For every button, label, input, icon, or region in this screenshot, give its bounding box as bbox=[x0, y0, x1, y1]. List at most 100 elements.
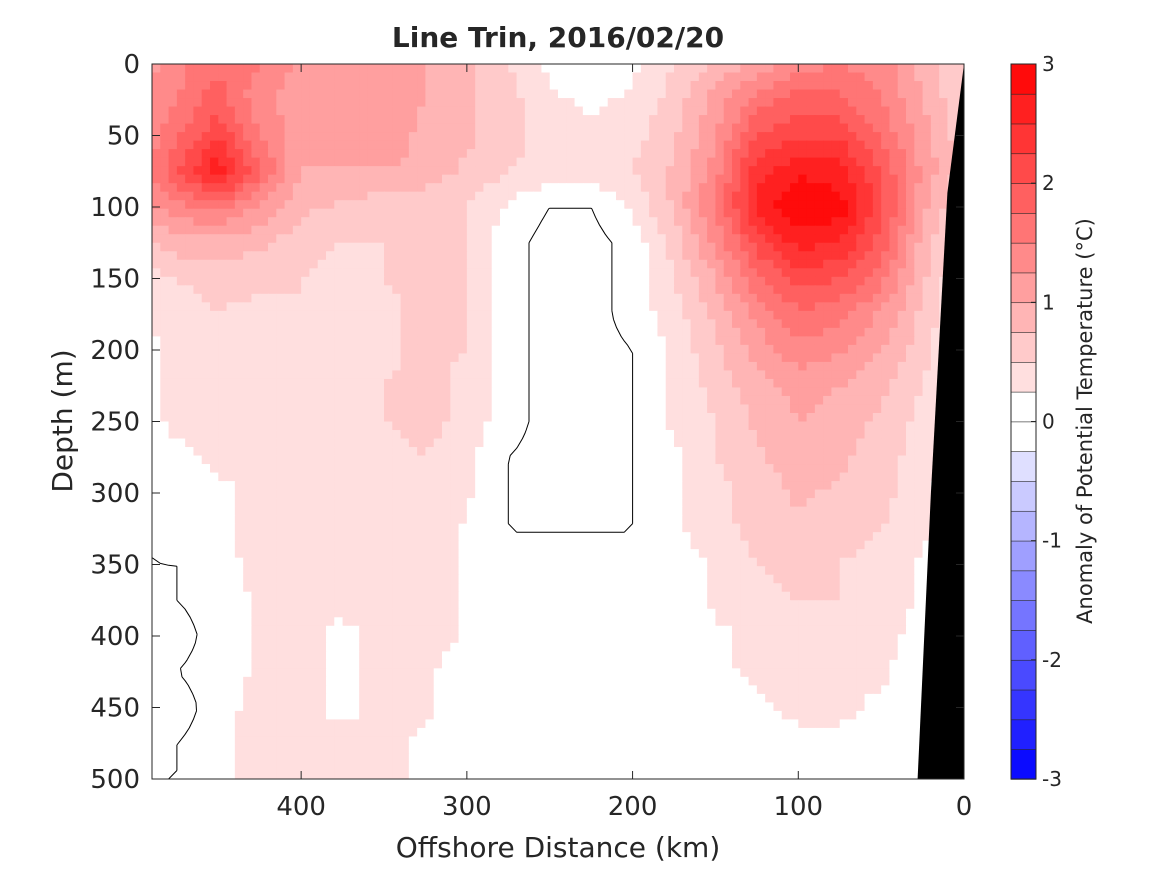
contour-cell bbox=[649, 387, 659, 397]
contour-cell bbox=[475, 81, 485, 91]
contour-cell bbox=[218, 225, 228, 235]
contour-cell bbox=[781, 157, 791, 167]
contour-cell bbox=[475, 183, 485, 193]
contour-cell bbox=[748, 387, 758, 397]
contour-cell bbox=[756, 455, 766, 465]
contour-cell bbox=[756, 174, 766, 184]
contour-cell bbox=[417, 89, 427, 99]
contour-cell bbox=[814, 166, 824, 176]
contour-cell bbox=[881, 370, 891, 380]
contour-cell bbox=[558, 447, 567, 457]
contour-cell bbox=[210, 200, 219, 210]
contour-cell bbox=[160, 344, 170, 354]
contour-cell bbox=[558, 98, 567, 108]
contour-cell bbox=[226, 404, 236, 414]
contour-cell bbox=[756, 370, 766, 380]
contour-cell bbox=[906, 157, 915, 167]
contour-cell bbox=[591, 489, 601, 499]
contour-cell bbox=[417, 81, 427, 91]
contour-cell bbox=[309, 140, 319, 150]
contour-cell bbox=[732, 166, 741, 176]
contour-cell bbox=[210, 225, 219, 235]
contour-cell bbox=[152, 481, 161, 491]
contour-cell bbox=[442, 489, 451, 499]
contour-cell bbox=[591, 421, 601, 431]
contour-cell bbox=[839, 115, 849, 125]
contour-cell bbox=[152, 259, 161, 269]
contour-cell bbox=[317, 208, 327, 218]
contour-cell bbox=[268, 395, 277, 406]
contour-cell bbox=[500, 225, 509, 235]
contour-cell bbox=[226, 481, 236, 491]
contour-cell bbox=[342, 242, 352, 252]
contour-cell bbox=[317, 115, 327, 125]
contour-cell bbox=[508, 327, 518, 337]
contour-cell bbox=[823, 336, 833, 346]
contour-cell bbox=[350, 472, 360, 482]
contour-cell bbox=[566, 183, 576, 193]
contour-cell bbox=[649, 285, 659, 295]
contour-cell bbox=[922, 395, 932, 406]
contour-cell bbox=[591, 378, 601, 389]
contour-cell bbox=[582, 395, 592, 406]
contour-cell bbox=[839, 149, 849, 159]
contour-cell bbox=[384, 234, 393, 244]
contour-cell bbox=[806, 412, 816, 423]
contour-cell bbox=[707, 140, 717, 150]
contour-cell bbox=[591, 285, 601, 295]
contour-cell bbox=[574, 174, 584, 184]
contour-cell bbox=[193, 191, 203, 201]
contour-cell bbox=[417, 200, 427, 210]
contour-cell bbox=[491, 310, 501, 320]
contour-cell bbox=[425, 455, 435, 465]
contour-cell bbox=[234, 455, 244, 465]
contour-cell bbox=[674, 140, 683, 150]
contour-cell bbox=[889, 387, 899, 397]
contour-cell bbox=[417, 132, 427, 142]
contour-cell bbox=[798, 174, 808, 184]
contour-cell bbox=[524, 421, 534, 431]
contour-cell bbox=[657, 395, 667, 406]
contour-cell bbox=[193, 132, 203, 142]
contour-cell bbox=[475, 123, 485, 133]
contour-cell bbox=[284, 285, 294, 295]
contour-cell bbox=[417, 98, 427, 108]
contour-cell bbox=[234, 302, 244, 312]
contour-cell bbox=[210, 217, 219, 227]
contour-cell bbox=[450, 64, 460, 74]
contour-cell bbox=[798, 89, 808, 99]
contour-cell bbox=[723, 327, 733, 337]
contour-cell bbox=[176, 430, 186, 440]
contour-cell bbox=[881, 464, 891, 474]
contour-cell bbox=[326, 310, 335, 320]
contour-cell bbox=[599, 208, 609, 218]
contour-cell bbox=[251, 132, 261, 142]
contour-cell bbox=[723, 387, 733, 397]
contour-cell bbox=[781, 72, 791, 82]
contour-cell bbox=[400, 140, 410, 150]
contour-cell bbox=[350, 302, 360, 312]
contour-cell bbox=[906, 472, 915, 482]
contour-cell bbox=[682, 344, 692, 354]
contour-cell bbox=[375, 464, 385, 474]
contour-cell bbox=[210, 481, 219, 491]
contour-cell bbox=[326, 481, 335, 491]
contour-cell bbox=[558, 489, 567, 499]
contour-cell bbox=[243, 166, 253, 176]
contour-cell bbox=[582, 106, 592, 116]
contour-cell bbox=[466, 489, 476, 499]
contour-cell bbox=[914, 302, 924, 312]
contour-cell bbox=[930, 149, 940, 159]
contour-cell bbox=[947, 72, 957, 82]
contour-cell bbox=[682, 481, 692, 491]
contour-cell bbox=[823, 455, 833, 465]
contour-cell bbox=[292, 412, 302, 423]
contour-cell bbox=[939, 183, 949, 193]
contour-cell bbox=[732, 472, 741, 482]
contour-cell bbox=[359, 430, 369, 440]
contour-cell bbox=[599, 310, 609, 320]
contour-cell bbox=[309, 106, 319, 116]
contour-cell bbox=[574, 242, 584, 252]
contour-cell bbox=[508, 319, 518, 329]
contour-cell bbox=[317, 481, 327, 491]
